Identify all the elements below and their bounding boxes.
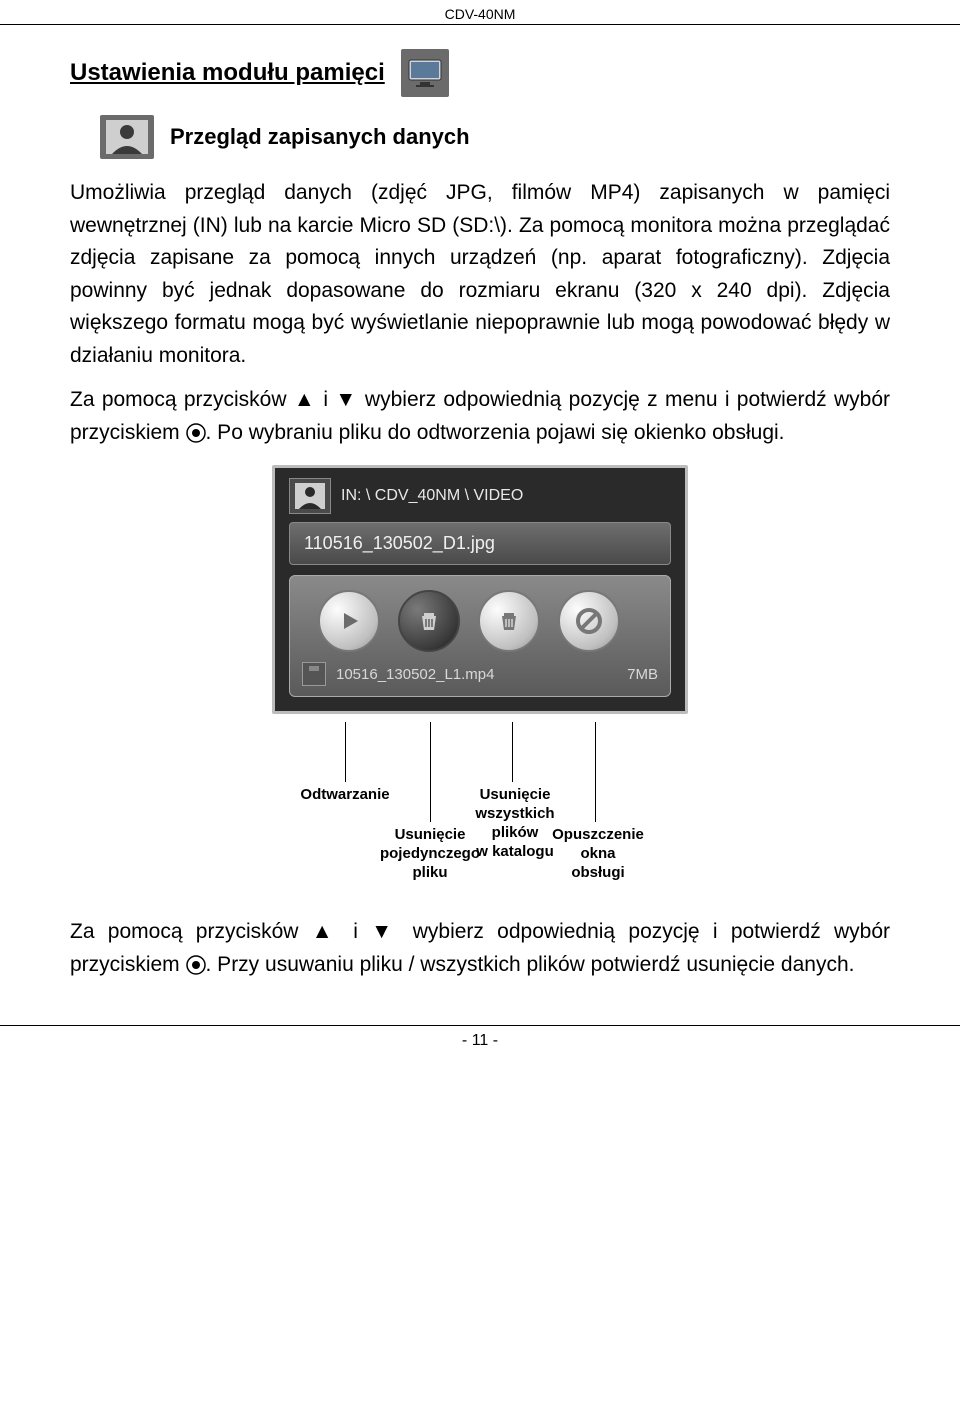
- section-title-row: Ustawienia modułu pamięci: [70, 49, 890, 97]
- page-footer: - 11 -: [70, 1025, 890, 1050]
- paragraph-3: Za pomocą przycisków ▲ i ▼ wybierz odpow…: [70, 916, 890, 985]
- subsection-row: Przegląd zapisanych danych: [100, 115, 890, 159]
- footer-divider: [0, 1025, 960, 1026]
- screenshot-selected-file[interactable]: 110516_130502_D1.jpg: [289, 522, 671, 565]
- device-screenshot: IN: \ CDV_40NM \ VIDEO 110516_130502_D1.…: [272, 465, 688, 714]
- screenshot-person-icon: [289, 478, 331, 514]
- person-thumbnail-icon: [100, 115, 154, 159]
- screenshot-path-label: IN: \ CDV_40NM \ VIDEO: [341, 487, 523, 505]
- callout-zone: Odtwarzanie Usunięcie pojedynczego pliku…: [180, 722, 780, 892]
- delete-one-button[interactable]: [398, 590, 460, 652]
- paragraph-2b: . Po wybraniu pliku do odtworzenia pojaw…: [206, 421, 785, 444]
- delete-all-button[interactable]: [478, 590, 540, 652]
- screenshot-footer-size: 7MB: [627, 666, 658, 683]
- subsection-title: Przegląd zapisanych danych: [170, 124, 470, 150]
- floppy-icon: [302, 662, 326, 686]
- exit-button[interactable]: [558, 590, 620, 652]
- paragraph-2: Za pomocą przycisków ▲ i ▼ wybierz odpow…: [70, 384, 890, 453]
- page-number: - 11 -: [462, 1032, 498, 1049]
- play-button[interactable]: [318, 590, 380, 652]
- document-header: CDV-40NM: [0, 0, 960, 25]
- monitor-icon: [401, 49, 449, 97]
- section-title: Ustawienia modułu pamięci: [70, 59, 385, 87]
- screenshot-footer-file: 10516_130502_L1.mp4: [336, 666, 494, 683]
- callout-play: Odtwarzanie: [280, 786, 410, 805]
- paragraph-3b: . Przy usuwaniu pliku / wszystkich plikó…: [206, 953, 855, 976]
- callout-exit: Opuszczenie okna obsługi: [538, 826, 658, 882]
- record-button-icon-2: [186, 953, 206, 986]
- paragraph-1: Umożliwia przegląd danych (zdjęć JPG, fi…: [70, 177, 890, 372]
- record-button-icon: [186, 421, 206, 454]
- screenshot-button-panel: 10516_130502_L1.mp4 7MB: [289, 575, 671, 697]
